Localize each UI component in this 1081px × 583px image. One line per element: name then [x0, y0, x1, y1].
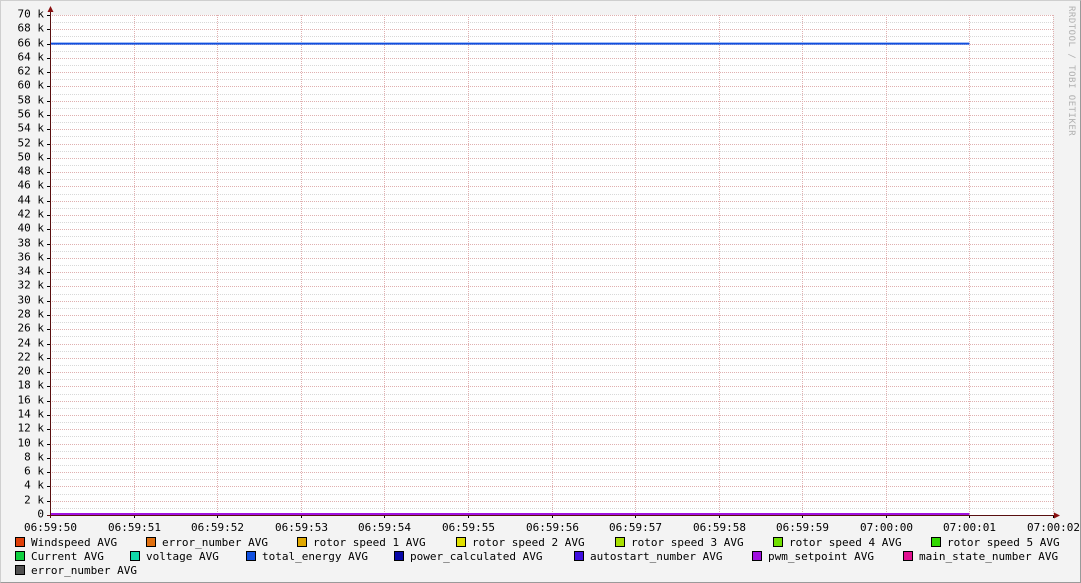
y-tick-label: 70 k [18, 8, 45, 21]
y-tick-label: 4 k [24, 479, 44, 492]
legend-item: rotor speed 4 AVG [773, 537, 902, 549]
legend-label: rotor speed 5 AVG [947, 536, 1060, 549]
x-tick-label: 06:59:50 [24, 521, 77, 534]
legend-swatch [15, 565, 25, 575]
y-tick-label: 28 k [18, 308, 45, 321]
legend-swatch [903, 551, 913, 561]
legend-swatch [297, 537, 307, 547]
legend-label: rotor speed 3 AVG [631, 536, 744, 549]
legend-item: Windspeed AVG [15, 537, 117, 549]
y-tick-label: 42 k [18, 208, 45, 221]
y-tick-label: 64 k [18, 51, 45, 64]
y-tick-label: 44 k [18, 194, 45, 207]
y-tick-label: 10 k [18, 437, 45, 450]
x-tick-label: 07:00:01 [943, 521, 996, 534]
y-tick-label: 40 k [18, 222, 45, 235]
legend-label: power_calculated AVG [410, 550, 543, 563]
legend-item: rotor speed 5 AVG [931, 537, 1060, 549]
y-tick-label: 30 k [18, 294, 45, 307]
legend-label: rotor speed 2 AVG [472, 536, 585, 549]
y-tick-label: 66 k [18, 37, 45, 50]
legend-item: rotor speed 2 AVG [456, 537, 585, 549]
legend-label: autostart_number AVG [590, 550, 723, 563]
legend-item: error_number AVG [15, 565, 137, 577]
legend-swatch [146, 537, 156, 547]
y-tick-label: 18 k [18, 379, 45, 392]
y-tick-label: 24 k [18, 337, 45, 350]
legend-label: error_number AVG [162, 536, 268, 549]
y-tick-label: 60 k [18, 79, 45, 92]
legend-swatch [246, 551, 256, 561]
legend-label: voltage AVG [146, 550, 219, 563]
y-tick-label: 68 k [18, 22, 45, 35]
y-tick-label: 20 k [18, 365, 45, 378]
x-tick-label: 06:59:53 [275, 521, 328, 534]
legend-swatch [752, 551, 762, 561]
y-tick-label: 6 k [24, 465, 44, 478]
x-axis-arrow-icon [1054, 512, 1060, 519]
y-axis-arrow-icon [47, 6, 54, 12]
x-tick-label: 07:00:02 [1027, 521, 1080, 534]
legend-swatch [574, 551, 584, 561]
legend-item: Current AVG [15, 551, 104, 563]
y-tick-label: 36 k [18, 251, 45, 264]
legend-item: total_energy AVG [246, 551, 368, 563]
legend-label: total_energy AVG [262, 550, 368, 563]
y-tick-label: 50 k [18, 151, 45, 164]
x-tick-label: 07:00:00 [860, 521, 913, 534]
y-tick-label: 48 k [18, 165, 45, 178]
legend-swatch [15, 537, 25, 547]
x-tick-label: 06:59:51 [108, 521, 161, 534]
legend-item: error_number AVG [146, 537, 268, 549]
legend-item: pwm_setpoint AVG [752, 551, 874, 563]
legend-swatch [615, 537, 625, 547]
x-tick-label: 06:59:58 [693, 521, 746, 534]
x-tick-label: 06:59:55 [442, 521, 495, 534]
legend-item: power_calculated AVG [394, 551, 542, 563]
watermark: RRDTOOL / TOBI OETIKER [1066, 6, 1076, 137]
y-tick-label: 26 k [18, 322, 45, 335]
y-tick-label: 62 k [18, 65, 45, 78]
y-tick-label: 12 k [18, 422, 45, 435]
legend-label: rotor speed 1 AVG [313, 536, 426, 549]
y-tick-label: 16 k [18, 394, 45, 407]
legend-item: voltage AVG [130, 551, 219, 563]
y-tick-label: 2 k [24, 494, 44, 507]
legend-swatch [773, 537, 783, 547]
legend-label: Windspeed AVG [31, 536, 118, 549]
x-tick-label: 06:59:59 [776, 521, 829, 534]
legend-swatch [130, 551, 140, 561]
y-tick-label: 22 k [18, 351, 45, 364]
y-tick-label: 34 k [18, 265, 45, 278]
legend-swatch [394, 551, 404, 561]
legend-item: autostart_number AVG [574, 551, 722, 563]
y-tick-label: 8 k [24, 451, 44, 464]
x-tick-label: 06:59:52 [191, 521, 244, 534]
legend-label: error_number AVG [31, 564, 137, 577]
y-tick-label: 32 k [18, 279, 45, 292]
y-tick-label: 56 k [18, 108, 45, 121]
legend-label: rotor speed 4 AVG [789, 536, 902, 549]
y-tick-label: 14 k [18, 408, 45, 421]
y-tick-label: 46 k [18, 179, 45, 192]
legend-item: rotor speed 3 AVG [615, 537, 744, 549]
y-tick-label: 38 k [18, 237, 45, 250]
y-tick-label: 52 k [18, 137, 45, 150]
legend-swatch [15, 551, 25, 561]
legend-item: rotor speed 1 AVG [297, 537, 426, 549]
x-tick-label: 06:59:57 [609, 521, 662, 534]
legend-item: main_state_number AVG [903, 551, 1058, 563]
y-tick-label: 54 k [18, 122, 45, 135]
y-tick-label: 0 [37, 508, 44, 521]
x-tick-label: 06:59:54 [358, 521, 411, 534]
x-tick-label: 06:59:56 [526, 521, 579, 534]
legend-label: Current AVG [31, 550, 104, 563]
y-tick-label: 58 k [18, 94, 45, 107]
legend-label: pwm_setpoint AVG [768, 550, 874, 563]
legend-swatch [456, 537, 466, 547]
legend-swatch [931, 537, 941, 547]
legend-label: main_state_number AVG [919, 550, 1059, 563]
